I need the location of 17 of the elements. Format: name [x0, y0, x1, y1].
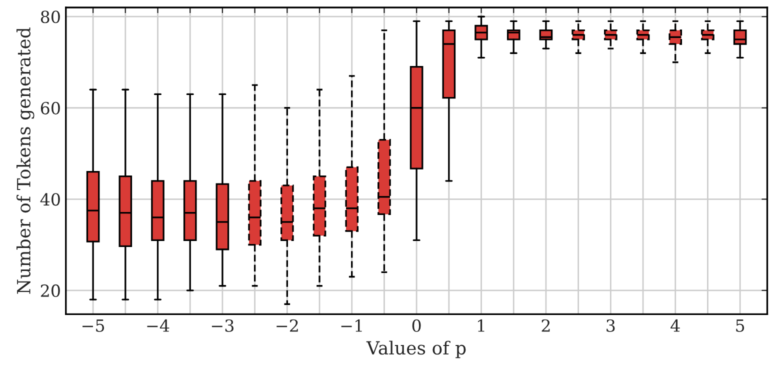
y-tick-label: 40	[40, 193, 60, 206]
x-tick-label: −4	[147, 319, 170, 332]
x-tick-label: 5	[736, 320, 744, 332]
y-tick-label: 20	[40, 284, 60, 297]
x-tick-label: −2	[276, 319, 298, 332]
x-tick-label: 1	[478, 319, 484, 332]
x-tick-label: 0	[412, 319, 421, 332]
x-tick-label: −5	[82, 320, 104, 332]
x-tick-label: −3	[212, 319, 234, 332]
x-tick-label: 3	[606, 319, 615, 332]
x-tick-label: 2	[542, 319, 550, 332]
x-tick-label: −1	[341, 319, 362, 332]
y-tick-label: 80	[40, 10, 60, 24]
x-tick-label: 4	[670, 319, 680, 332]
x-axis-title: Values of p	[366, 340, 466, 358]
y-axis-title: Number of Tokens generated	[16, 28, 34, 294]
y-tick-label: 60	[40, 102, 60, 114]
